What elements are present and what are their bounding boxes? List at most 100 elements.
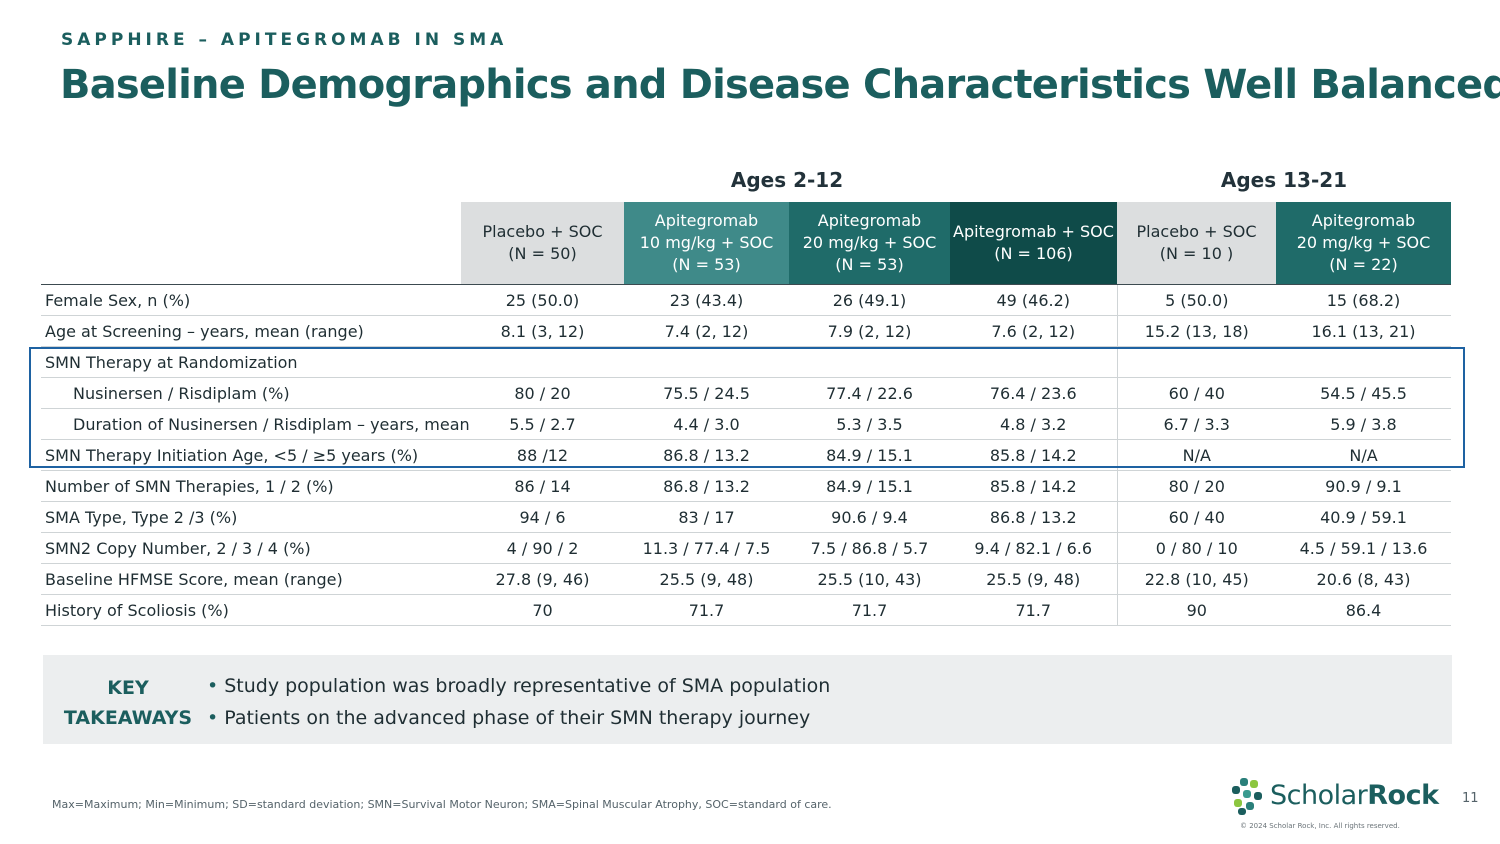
table-row: SMA Type, Type 2 /3 (%) 94 / 6 83 / 17 9… <box>41 501 1451 533</box>
row-label: Age at Screening – years, mean (range) <box>41 315 461 347</box>
table-cell: 7.5 / 86.8 / 5.7 <box>789 532 950 564</box>
copyright-notice: © 2024 Scholar Rock, Inc. All rights res… <box>1240 822 1400 830</box>
table-row: Duration of Nusinersen / Risdiplam – yea… <box>41 408 1451 440</box>
table-cell: 86.4 <box>1276 594 1451 626</box>
table-cell: 71.7 <box>624 594 789 626</box>
table-cell: 90 <box>1116 594 1276 626</box>
table-cell: 70 <box>461 594 624 626</box>
header-blank-cell <box>41 202 461 285</box>
column-header-apitegromab-20mg-2-12: Apitegromab 20 mg/kg + SOC (N = 53) <box>789 202 950 285</box>
takeaways-list: • Study population was broadly representa… <box>207 670 830 734</box>
column-header-apitegromab-10mg: Apitegromab 10 mg/kg + SOC (N = 53) <box>624 202 789 285</box>
table-cell: 25.5 (9, 48) <box>624 563 789 595</box>
demographics-table: Placebo + SOC (N = 50) Apitegromab 10 mg/k… <box>41 202 1451 626</box>
table-cell: 5 (50.0) <box>1116 284 1276 316</box>
table-cell: 80 / 20 <box>1116 470 1276 502</box>
table-cell: 90.6 / 9.4 <box>789 501 950 533</box>
table-cell: 4.8 / 3.2 <box>950 408 1117 440</box>
table-cell <box>1276 346 1451 378</box>
table-cell: 84.9 / 15.1 <box>789 439 950 471</box>
table-cell: N/A <box>1276 439 1451 471</box>
row-label: Baseline HFMSE Score, mean (range) <box>41 563 461 595</box>
bullet-icon: • <box>207 707 219 729</box>
table-row: SMN2 Copy Number, 2 / 3 / 4 (%) 4 / 90 /… <box>41 532 1451 564</box>
table-cell: 7.4 (2, 12) <box>624 315 789 347</box>
row-label: SMN Therapy at Randomization <box>41 346 461 378</box>
table-cell: 86.8 / 13.2 <box>624 439 789 471</box>
row-label: Duration of Nusinersen / Risdiplam – yea… <box>41 408 470 440</box>
row-label: SMA Type, Type 2 /3 (%) <box>41 501 461 533</box>
table-cell: 26 (49.1) <box>789 284 950 316</box>
page-number: 11 <box>1462 791 1479 806</box>
table-cell: 4.4 / 3.0 <box>624 408 789 440</box>
table-cell: 54.5 / 45.5 <box>1276 377 1451 409</box>
table-cell: 90.9 / 9.1 <box>1276 470 1451 502</box>
table-cell: 86.8 / 13.2 <box>624 470 789 502</box>
table-cell: 25 (50.0) <box>461 284 624 316</box>
table-cell: 11.3 / 77.4 / 7.5 <box>624 532 789 564</box>
table-cell <box>789 346 950 378</box>
bullet-icon: • <box>207 675 219 697</box>
table-cell: 25.5 (10, 43) <box>789 563 950 595</box>
group-label-ages-13-21: Ages 13-21 <box>1220 168 1348 192</box>
table-cell <box>461 346 624 378</box>
table-cell <box>1116 346 1276 378</box>
table-cell: 20.6 (8, 43) <box>1276 563 1451 595</box>
table-cell: 8.1 (3, 12) <box>461 315 624 347</box>
table-cell: 71.7 <box>950 594 1117 626</box>
table-cell: 27.8 (9, 46) <box>461 563 624 595</box>
table-cell: 16.1 (13, 21) <box>1276 315 1451 347</box>
table-row: Age at Screening – years, mean (range) 8… <box>41 315 1451 347</box>
key-takeaways-label: KEY TAKEAWAYS <box>63 677 193 729</box>
table-cell: 23 (43.4) <box>624 284 789 316</box>
table-cell: 7.6 (2, 12) <box>950 315 1117 347</box>
table-cell: 88 /12 <box>461 439 624 471</box>
logo-wordmark: ScholarRock <box>1270 780 1439 811</box>
row-label: Nusinersen / Risdiplam (%) <box>41 377 461 409</box>
table-cell: 60 / 40 <box>1116 377 1276 409</box>
table-header-row: Placebo + SOC (N = 50) Apitegromab 10 mg/k… <box>41 202 1451 285</box>
table-cell: 94 / 6 <box>461 501 624 533</box>
table-cell: 76.4 / 23.6 <box>950 377 1117 409</box>
scholar-rock-logo-icon <box>1232 778 1262 815</box>
table-row-section: SMN Therapy at Randomization <box>41 346 1451 378</box>
column-header-placebo-2-12: Placebo + SOC (N = 50) <box>461 202 624 285</box>
table-cell: 49 (46.2) <box>950 284 1117 316</box>
table-cell: 5.5 / 2.7 <box>461 408 624 440</box>
table-cell: 77.4 / 22.6 <box>789 377 950 409</box>
scholar-rock-logo: ScholarRock <box>1228 776 1439 820</box>
table-cell: 0 / 80 / 10 <box>1116 532 1276 564</box>
table-cell: 15.2 (13, 18) <box>1116 315 1276 347</box>
table-row: Nusinersen / Risdiplam (%) 80 / 20 75.5 … <box>41 377 1451 409</box>
table-cell <box>950 346 1117 378</box>
row-label: Female Sex, n (%) <box>41 284 461 316</box>
abbreviations-footnote: Max=Maximum; Min=Minimum; SD=standard de… <box>52 798 832 811</box>
table-row: Number of SMN Therapies, 1 / 2 (%) 86 / … <box>41 470 1451 502</box>
table-cell: 84.9 / 15.1 <box>789 470 950 502</box>
table-row: Baseline HFMSE Score, mean (range) 27.8 … <box>41 563 1451 595</box>
table-cell: 22.8 (10, 45) <box>1116 563 1276 595</box>
column-header-apitegromab-combined: Apitegromab + SOC (N = 106) <box>950 202 1117 285</box>
table-cell: 85.8 / 14.2 <box>950 470 1117 502</box>
table-cell: 86 / 14 <box>461 470 624 502</box>
table-cell: N/A <box>1116 439 1276 471</box>
table-row: SMN Therapy Initiation Age, <5 / ≥5 year… <box>41 439 1451 471</box>
table-cell: 85.8 / 14.2 <box>950 439 1117 471</box>
row-label: Number of SMN Therapies, 1 / 2 (%) <box>41 470 461 502</box>
key-takeaways-panel: KEY TAKEAWAYS • Study population was broa… <box>43 655 1452 744</box>
table-cell: 6.7 / 3.3 <box>1116 408 1276 440</box>
table-cell: 7.9 (2, 12) <box>789 315 950 347</box>
table-cell: 5.9 / 3.8 <box>1276 408 1451 440</box>
table-cell: 60 / 40 <box>1116 501 1276 533</box>
slide-eyebrow: SAPPHIRE – APITEGROMAB IN SMA <box>61 30 508 50</box>
table-cell: 83 / 17 <box>624 501 789 533</box>
table-row: History of Scoliosis (%) 70 71.7 71.7 71… <box>41 594 1451 626</box>
table-cell: 5.3 / 3.5 <box>789 408 950 440</box>
takeaway-item: • Patients on the advanced phase of their… <box>207 707 811 729</box>
table-cell: 4.5 / 59.1 / 13.6 <box>1276 532 1451 564</box>
column-header-placebo-13-21: Placebo + SOC (N = 10 ) <box>1117 202 1276 285</box>
row-label: SMN2 Copy Number, 2 / 3 / 4 (%) <box>41 532 461 564</box>
row-label: SMN Therapy Initiation Age, <5 / ≥5 year… <box>41 439 461 471</box>
table-cell: 15 (68.2) <box>1276 284 1451 316</box>
table-cell: 4 / 90 / 2 <box>461 532 624 564</box>
